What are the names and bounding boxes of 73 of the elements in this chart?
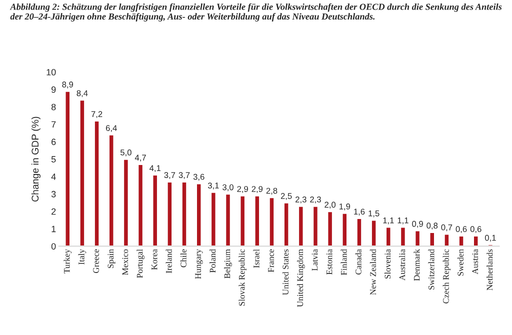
data-label: 1,5 bbox=[368, 210, 380, 218]
x-tick-label: United Kingdom bbox=[296, 249, 305, 307]
data-label: 2,9 bbox=[237, 186, 248, 193]
x-tick-label: United States bbox=[282, 249, 288, 295]
data-label: 3,1 bbox=[208, 182, 219, 190]
data-label: 2,9 bbox=[252, 186, 263, 193]
x-tick-label: Israel bbox=[253, 249, 260, 268]
data-label: 2,0 bbox=[324, 202, 336, 209]
y-tick-label: 6 bbox=[52, 138, 56, 146]
y-tick-label: 9 bbox=[52, 86, 56, 93]
data-label: 1,1 bbox=[398, 218, 408, 224]
x-tick-label: Turkey bbox=[64, 249, 72, 274]
data-label: 6,4 bbox=[106, 125, 117, 132]
x-tick-label: Switzerland bbox=[428, 249, 434, 290]
data-label: 8,4 bbox=[76, 90, 88, 98]
x-tick-label: Belgium bbox=[224, 249, 232, 278]
data-label: 2,8 bbox=[266, 188, 278, 195]
x-tick-label: Denmark bbox=[414, 249, 420, 281]
x-tick-label: Chile bbox=[180, 249, 186, 268]
x-tick-label: Hungary bbox=[195, 249, 203, 279]
x-tick-label: Czech Republic bbox=[442, 249, 451, 304]
x-tick-label: Poland bbox=[210, 249, 216, 273]
data-label: 0,6 bbox=[470, 226, 482, 234]
data-label: 2,3 bbox=[296, 196, 306, 204]
data-label: 0,6 bbox=[456, 226, 467, 234]
x-tick-label: France bbox=[268, 249, 274, 272]
x-tick-label: Italy bbox=[78, 249, 86, 264]
x-tick-label: Sweden bbox=[457, 249, 464, 276]
data-label: 3,7 bbox=[164, 172, 176, 180]
y-tick-label: 7 bbox=[52, 121, 56, 128]
data-label: 5,0 bbox=[120, 149, 132, 156]
x-tick-label: Mexico bbox=[122, 249, 128, 276]
x-tick-label: Greece bbox=[93, 249, 99, 274]
x-tick-label: Slovak Republic bbox=[238, 249, 246, 306]
y-tick-label: 0 bbox=[51, 243, 56, 250]
data-label: 8,9 bbox=[62, 82, 74, 88]
data-label: 4,7 bbox=[134, 154, 146, 162]
y-tick-label: 1 bbox=[52, 226, 56, 232]
chart-title: Abbildung 2: Schätzung der langfristigen finanziellen Vorteile für die Volkswirtschaften der OECD durch die Senkung des Anteils der 20–24-Jährigen ohne Beschäftigung, Aus- oder Weiterbildung auf das Niveau Deutschlands. bbox=[10, 3, 502, 22]
x-tick-label: Canada bbox=[355, 249, 362, 274]
x-tick-label: Ireland bbox=[166, 249, 172, 274]
data-label: 1,6 bbox=[354, 208, 365, 216]
data-label: 0,1 bbox=[484, 234, 496, 242]
x-tick-label: Finland bbox=[340, 249, 347, 276]
data-label: 1,9 bbox=[339, 203, 350, 210]
y-tick-label: 2 bbox=[52, 208, 56, 215]
data-label: 7,2 bbox=[91, 111, 102, 118]
y-tick-label: 8 bbox=[51, 104, 56, 110]
y-tick-label: 4 bbox=[51, 174, 56, 180]
data-label: 3,6 bbox=[193, 174, 204, 181]
data-label: 3,0 bbox=[222, 184, 234, 192]
y-axis-title: Change in GDP (%) bbox=[31, 116, 41, 202]
data-label: 0,8 bbox=[426, 222, 438, 230]
data-label: 2,5 bbox=[280, 193, 292, 200]
y-tick-label: 10 bbox=[46, 68, 56, 76]
x-tick-label: Latvia bbox=[312, 249, 318, 271]
x-tick-label: Netherlands bbox=[486, 249, 493, 290]
y-tick-label: 3 bbox=[51, 190, 56, 198]
x-tick-label: New Zealand bbox=[370, 249, 376, 295]
data-label: 2,3 bbox=[310, 196, 321, 204]
data-label: 1,1 bbox=[383, 218, 394, 224]
data-label: 3,7 bbox=[178, 172, 190, 180]
x-tick-label: Estonia bbox=[326, 249, 332, 275]
x-tick-label: Spain bbox=[108, 249, 116, 268]
x-tick-label: Austria bbox=[472, 249, 478, 274]
x-tick-label: Slovenia bbox=[384, 249, 391, 279]
x-tick-label: Australia bbox=[399, 249, 406, 280]
y-tick-label: 5 bbox=[51, 156, 56, 162]
x-tick-label: Korea bbox=[152, 249, 158, 270]
data-label: 0,7 bbox=[441, 224, 452, 232]
data-label: 4,1 bbox=[150, 165, 160, 172]
x-tick-label: Portugal bbox=[136, 249, 144, 278]
data-label: 0,9 bbox=[412, 220, 423, 228]
